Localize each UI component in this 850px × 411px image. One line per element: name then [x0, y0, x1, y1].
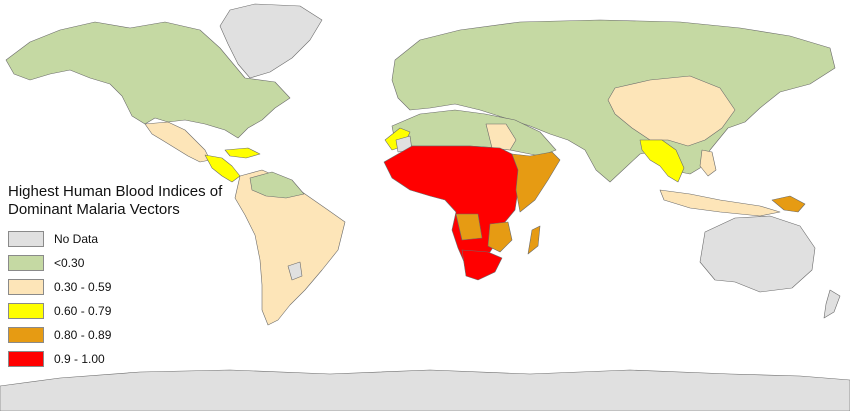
region-new-guinea [771, 195, 806, 213]
legend-item-030-059: 0.30 - 0.59 [8, 275, 223, 299]
region-antarctica [0, 369, 850, 411]
region-venezuela-guyana [249, 171, 305, 199]
legend-label-080-089: 0.80 - 0.89 [54, 328, 112, 342]
region-patagonia [287, 261, 303, 281]
legend-swatch-09-100 [8, 351, 44, 367]
region-philippines [699, 149, 717, 177]
legend-label-09-100: 0.9 - 1.00 [54, 352, 105, 366]
legend-label-lt-030: <0.30 [54, 256, 85, 270]
region-southeast-asia [639, 139, 685, 183]
legend-title: Highest Human Blood Indices of Dominant … [8, 183, 223, 219]
region-mozambique [487, 221, 513, 253]
region-china [607, 75, 736, 147]
legend-item-060-079: 0.60 - 0.79 [8, 299, 223, 323]
legend-label-060-079: 0.60 - 0.79 [54, 304, 112, 318]
region-sudan [485, 123, 517, 151]
legend-swatch-no-data [8, 231, 44, 247]
legend-label-no-data: No Data [54, 232, 99, 246]
legend-swatch-lt-030 [8, 255, 44, 271]
region-mexico [144, 121, 211, 163]
legend-swatch-080-089 [8, 327, 44, 343]
legend-swatch-060-079 [8, 303, 44, 319]
legend-item-09-100: 0.9 - 1.00 [8, 347, 223, 371]
region-angola [455, 213, 483, 241]
region-central-america [204, 154, 241, 183]
region-madagascar [527, 225, 541, 255]
legend-label-030-059: 0.30 - 0.59 [54, 280, 112, 294]
legend-item-no-data: No Data [8, 227, 223, 251]
legend-swatch-030-059 [8, 279, 44, 295]
legend-title-line-1: Highest Human Blood Indices of [8, 183, 223, 200]
legend-item-080-089: 0.80 - 0.89 [8, 323, 223, 347]
region-caribbean [224, 147, 261, 159]
legend-item-lt-030: <0.30 [8, 251, 223, 275]
region-south-africa [461, 249, 503, 281]
map-legend: Highest Human Blood Indices of Dominant … [8, 183, 223, 371]
region-australia [699, 215, 816, 293]
region-south-america [234, 169, 346, 326]
region-indonesia [659, 189, 781, 217]
region-horn-of-africa [511, 151, 561, 213]
region-greenland [219, 3, 323, 79]
region-north-america [5, 21, 291, 139]
region-new-zealand [823, 289, 841, 319]
legend-title-line-2: Dominant Malaria Vectors [8, 201, 180, 218]
